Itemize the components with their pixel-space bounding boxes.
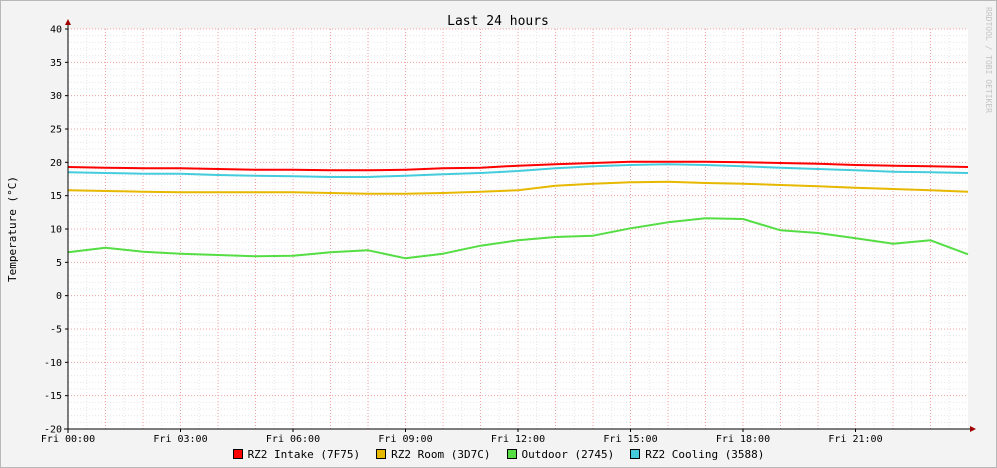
legend-swatch xyxy=(376,449,387,459)
legend-label: RZ2 Intake (7F75) xyxy=(247,447,361,461)
x-tick-label: Fri 06:00 xyxy=(266,434,320,445)
legend-label: Outdoor (2745) xyxy=(521,447,615,461)
y-tick-label: 15 xyxy=(50,191,62,202)
legend-swatch xyxy=(506,449,517,459)
y-tick-label: 0 xyxy=(56,291,62,302)
x-tick-label: Fri 21:00 xyxy=(828,434,882,445)
y-tick-label: 5 xyxy=(56,258,62,269)
y-tick-label: 20 xyxy=(50,158,62,169)
legend-item: RZ2 Room (3D7C) xyxy=(376,447,491,461)
x-tick-label: Fri 09:00 xyxy=(378,434,432,445)
y-tick-label: 35 xyxy=(50,58,62,69)
x-tick-label: Fri 12:00 xyxy=(491,434,545,445)
legend-swatch xyxy=(232,449,243,459)
series-line-2 xyxy=(67,217,969,260)
y-axis-label: Temperature (°C) xyxy=(6,176,19,282)
legend-label: RZ2 Room (3D7C) xyxy=(391,447,491,461)
series-line-0 xyxy=(67,160,969,172)
series-lines xyxy=(67,160,969,260)
legend: RZ2 Intake (7F75) RZ2 Room (3D7C) Outdoor … xyxy=(1,447,996,461)
legend-item: RZ2 Cooling (3588) xyxy=(630,447,764,461)
chart-title: Last 24 hours xyxy=(447,14,549,29)
y-tick-label: 25 xyxy=(50,125,62,136)
x-axis-arrow xyxy=(970,426,976,432)
y-tick-label: -10 xyxy=(44,358,62,369)
y-axis-arrow xyxy=(65,19,71,25)
legend-label: RZ2 Cooling (3588) xyxy=(645,447,765,461)
series-line-1 xyxy=(67,180,969,195)
axes: -20 -15 -10 -5 0 5 10 15 20 25 30 35 40 Fri 00:00 Fri … xyxy=(41,19,976,445)
y-tick-label: -20 xyxy=(44,425,62,436)
legend-item: Outdoor (2745) xyxy=(506,447,615,461)
legend-item: RZ2 Intake (7F75) xyxy=(232,447,361,461)
x-tick-label: Fri 18:00 xyxy=(716,434,770,445)
x-tick-label: Fri 03:00 xyxy=(153,434,207,445)
watermark: RRDTOOL / TOBI OETIKER xyxy=(984,7,993,113)
y-tick-label: -15 xyxy=(44,391,62,402)
x-tick-label: Fri 15:00 xyxy=(603,434,657,445)
x-tick-label: Fri 00:00 xyxy=(41,434,95,445)
series-line-3 xyxy=(67,163,969,178)
y-tick-label: -5 xyxy=(50,325,62,336)
y-tick-label: 30 xyxy=(50,91,62,102)
grid xyxy=(67,28,968,430)
y-tick-label: 40 xyxy=(50,25,62,36)
y-tick-label: 10 xyxy=(50,225,62,236)
legend-swatch xyxy=(630,449,641,459)
